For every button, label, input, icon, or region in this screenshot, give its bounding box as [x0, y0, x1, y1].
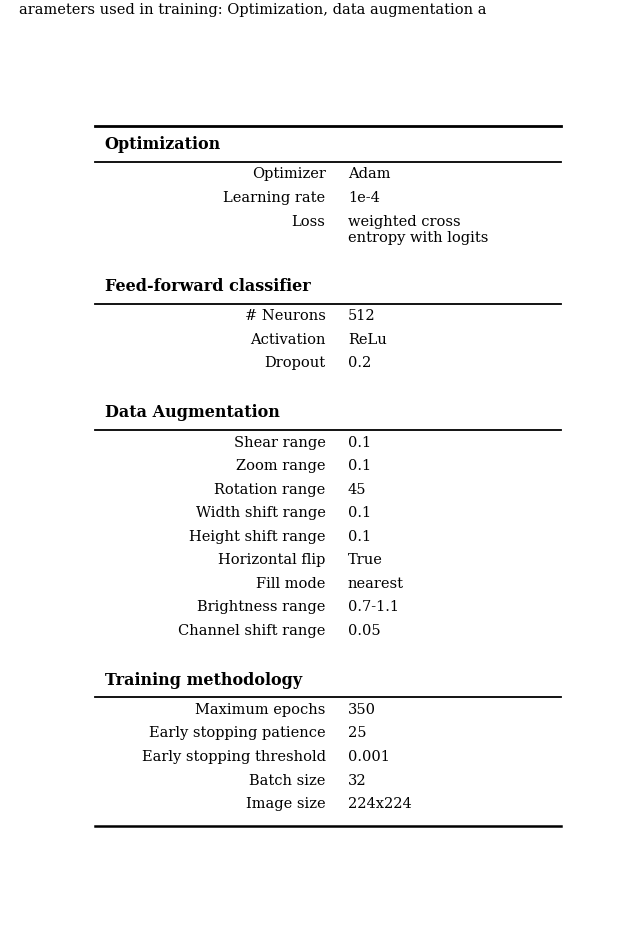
Text: Activation: Activation — [250, 332, 326, 347]
Text: Image size: Image size — [246, 797, 326, 811]
Text: 1e-4: 1e-4 — [348, 191, 380, 205]
Text: weighted cross
entropy with logits: weighted cross entropy with logits — [348, 215, 488, 244]
Text: ReLu: ReLu — [348, 332, 387, 347]
Text: # Neurons: # Neurons — [244, 309, 326, 323]
Text: 224x224: 224x224 — [348, 797, 412, 811]
Text: Loss: Loss — [292, 215, 326, 229]
Text: Optimizer: Optimizer — [252, 168, 326, 181]
Text: Horizontal flip: Horizontal flip — [218, 553, 326, 568]
Text: 0.2: 0.2 — [348, 357, 371, 370]
Text: 350: 350 — [348, 703, 376, 717]
Text: 512: 512 — [348, 309, 376, 323]
Text: Learning rate: Learning rate — [223, 191, 326, 205]
Text: Zoom range: Zoom range — [236, 459, 326, 473]
Text: 32: 32 — [348, 773, 367, 787]
Text: 0.1: 0.1 — [348, 435, 371, 449]
Text: arameters used in training: Optimization, data augmentation a: arameters used in training: Optimization… — [19, 3, 486, 17]
Text: 0.1: 0.1 — [348, 459, 371, 473]
Text: Channel shift range: Channel shift range — [178, 624, 326, 638]
Text: 45: 45 — [348, 482, 366, 496]
Text: Fill mode: Fill mode — [256, 577, 326, 591]
Text: 0.1: 0.1 — [348, 507, 371, 520]
Text: 0.05: 0.05 — [348, 624, 380, 638]
Text: Training methodology: Training methodology — [105, 671, 302, 689]
Text: 0.1: 0.1 — [348, 530, 371, 544]
Text: True: True — [348, 553, 383, 568]
Text: Early stopping patience: Early stopping patience — [149, 727, 326, 741]
Text: Adam: Adam — [348, 168, 390, 181]
Text: Width shift range: Width shift range — [196, 507, 326, 520]
Text: 0.7-1.1: 0.7-1.1 — [348, 600, 399, 614]
Text: Batch size: Batch size — [249, 773, 326, 787]
Text: Brightness range: Brightness range — [197, 600, 326, 614]
Text: nearest: nearest — [348, 577, 404, 591]
Text: 0.001: 0.001 — [348, 750, 390, 764]
Text: Dropout: Dropout — [264, 357, 326, 370]
Text: Rotation range: Rotation range — [214, 482, 326, 496]
Text: Maximum epochs: Maximum epochs — [195, 703, 326, 717]
Text: Height shift range: Height shift range — [189, 530, 326, 544]
Text: Early stopping threshold: Early stopping threshold — [141, 750, 326, 764]
Text: Feed-forward classifier: Feed-forward classifier — [105, 278, 310, 295]
Text: 25: 25 — [348, 727, 366, 741]
Text: Optimization: Optimization — [105, 136, 221, 154]
Text: Data Augmentation: Data Augmentation — [105, 405, 280, 421]
Text: Shear range: Shear range — [234, 435, 326, 449]
